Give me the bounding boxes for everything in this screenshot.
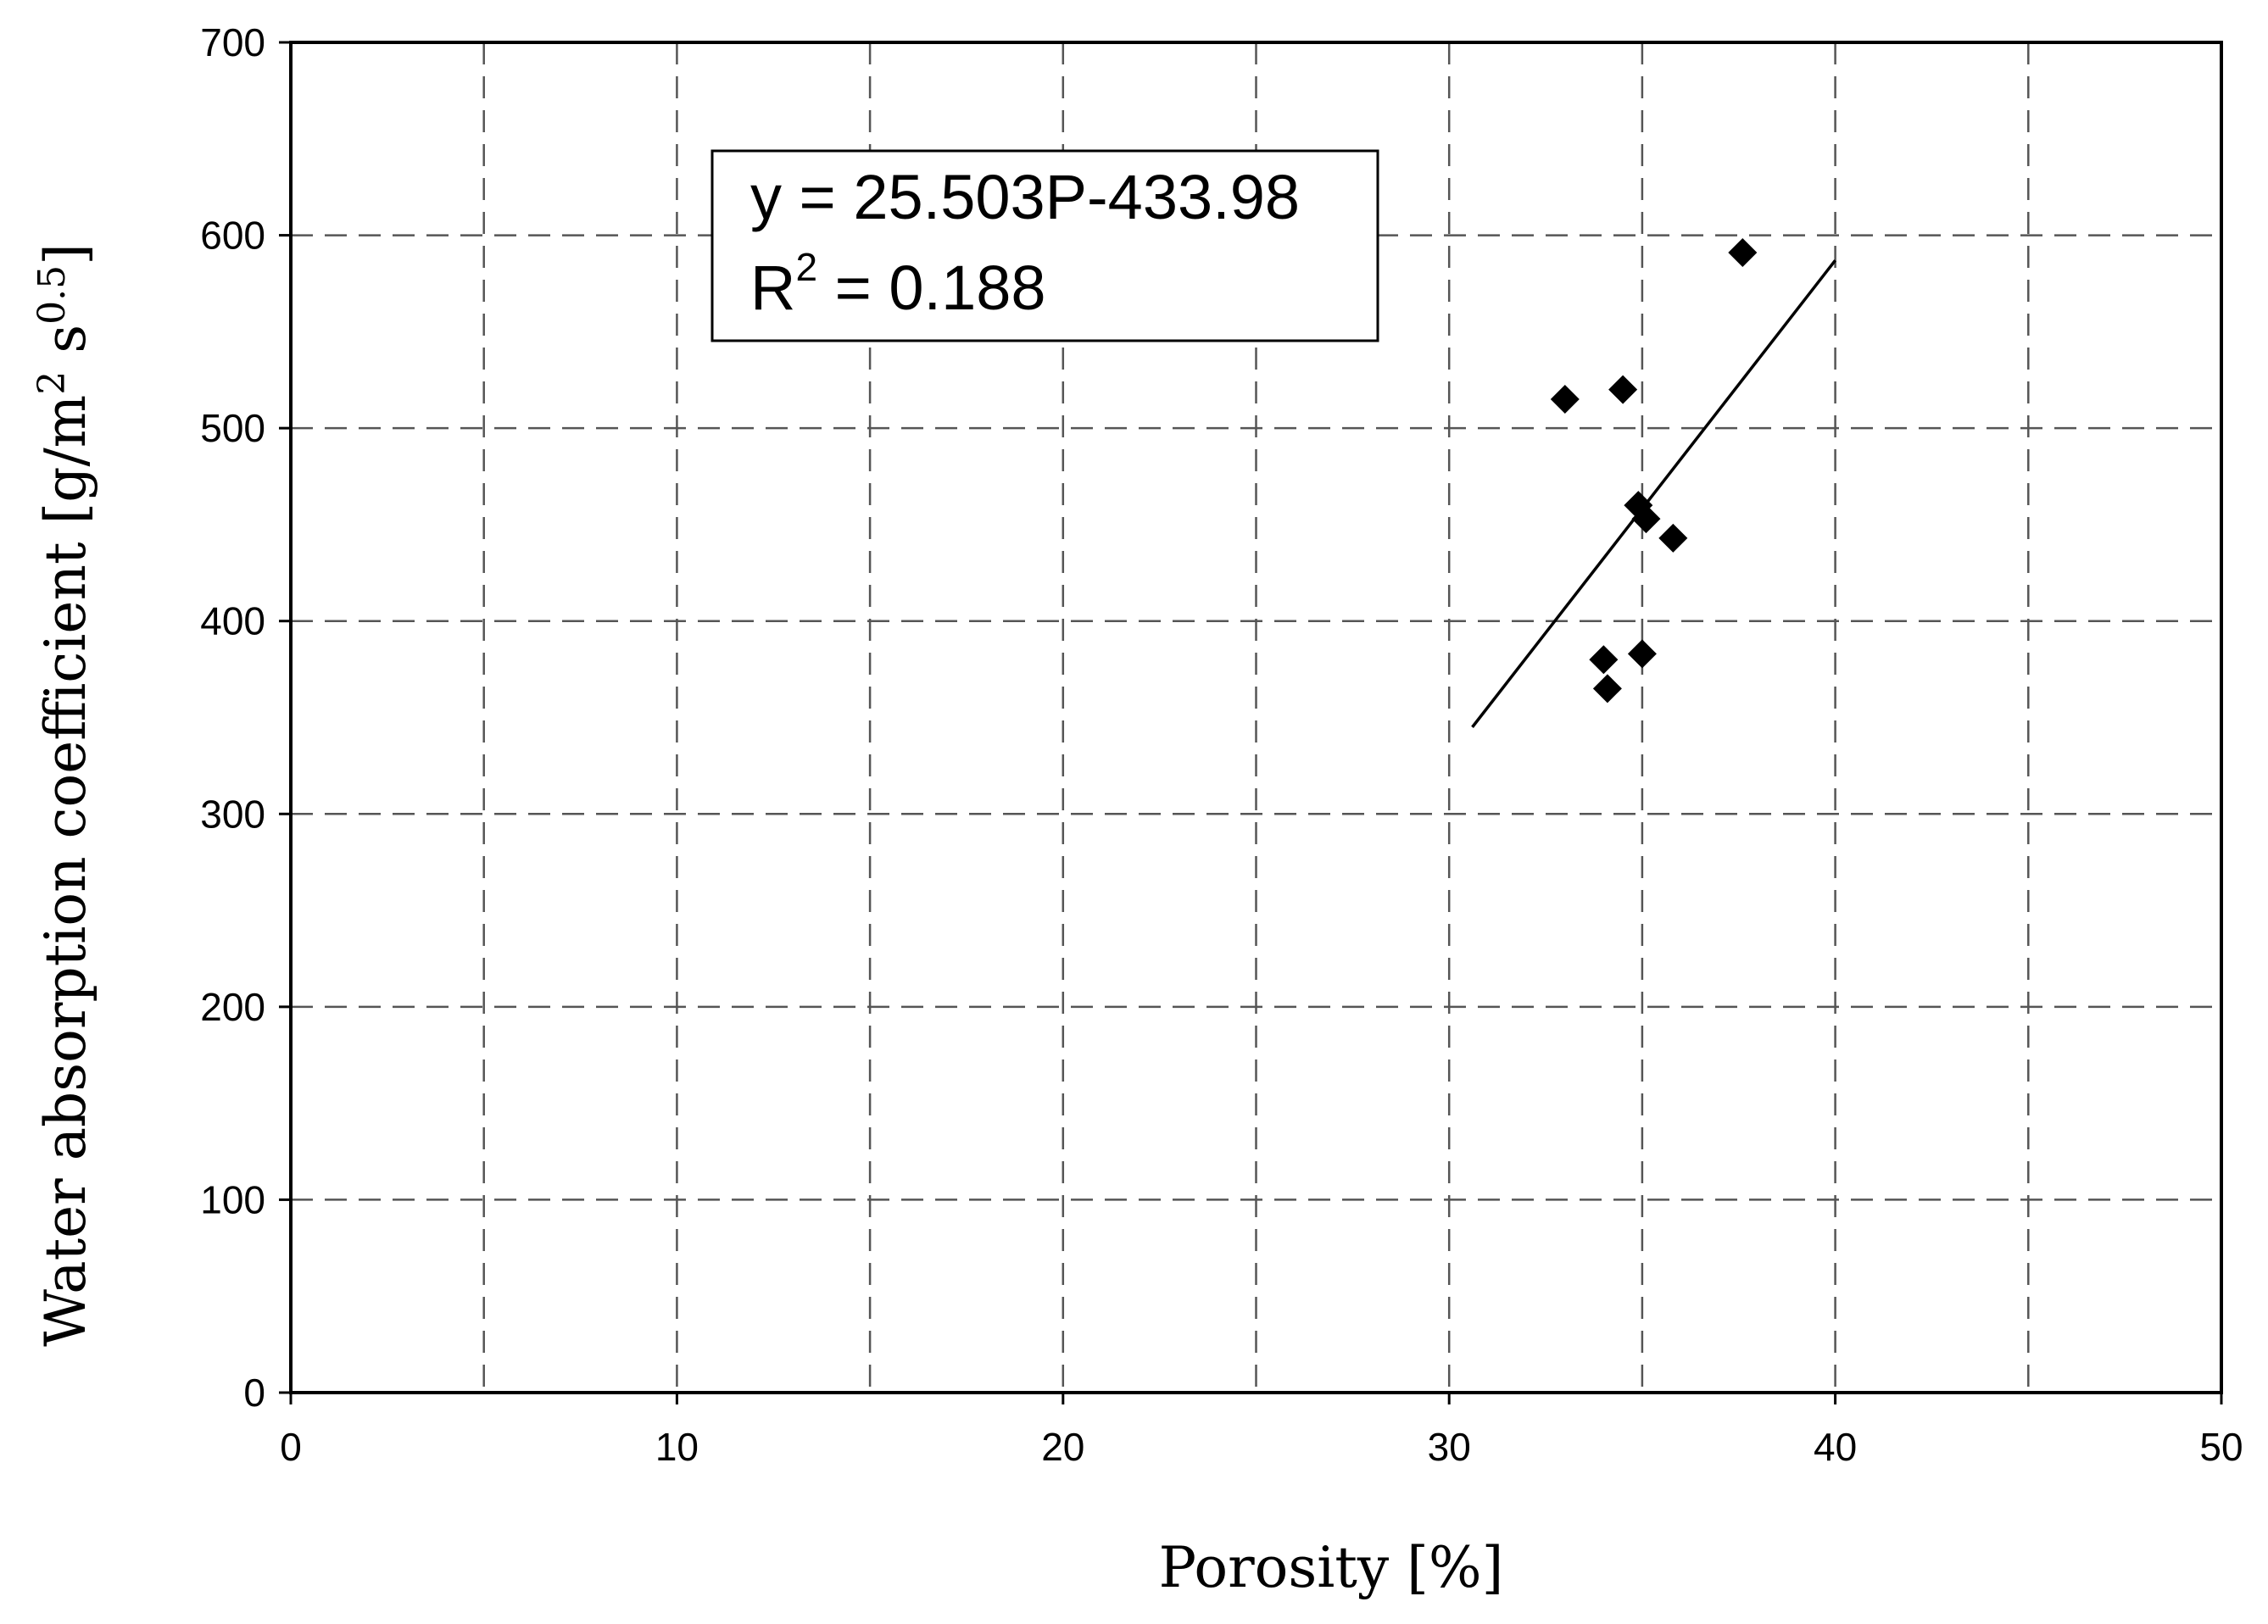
r-squared: R2 = 0.188 xyxy=(750,245,1046,323)
x-tick-label-0: 0 xyxy=(280,1425,302,1469)
y-tick-label-600: 600 xyxy=(200,214,265,258)
horizontal-gridlines xyxy=(291,234,2221,1201)
y-axis-title-sup2: 0.5 xyxy=(31,265,74,325)
trendline-layer xyxy=(1471,259,1836,728)
y-axis-title-mid: s xyxy=(33,325,98,371)
x-tick-label-20: 20 xyxy=(1041,1425,1084,1469)
plot-frame xyxy=(289,41,2223,1394)
annotation-box xyxy=(710,149,1379,342)
data-point-5 xyxy=(1658,523,1688,553)
data-point-9 xyxy=(1728,238,1758,268)
y-axis-title: Water absorption coefficient [g/m2 s0.5] xyxy=(31,243,98,1347)
data-point-2 xyxy=(1608,375,1638,404)
y-axis-title-prefix: Water absorption coefficient [g/m xyxy=(33,395,98,1347)
x-tick-labels: 0 10 20 30 40 50 xyxy=(280,1393,2243,1469)
r-squared-label: R xyxy=(750,253,795,323)
x-tick-label-10: 10 xyxy=(655,1425,699,1469)
y-axis-title-suffix: ] xyxy=(33,243,98,265)
y-tick-label-700: 700 xyxy=(200,20,265,64)
x-axis-title: Porosity [%] xyxy=(1159,1535,1504,1600)
y-axis-title-sup1: 2 xyxy=(31,371,74,395)
y-tick-label-500: 500 xyxy=(200,406,265,450)
data-point-7 xyxy=(1592,674,1622,704)
y-tick-label-200: 200 xyxy=(200,985,265,1029)
data-point-6 xyxy=(1589,645,1619,675)
y-tick-label-300: 300 xyxy=(200,792,265,836)
data-point-8 xyxy=(1627,639,1657,669)
regression-equation: y = 25.503P-433.98 xyxy=(750,162,1300,232)
regression-annotation: y = 25.503P-433.98 R2 = 0.188 xyxy=(710,149,1379,342)
r-squared-superscript: 2 xyxy=(795,245,817,289)
y-tick-label-0: 0 xyxy=(243,1371,265,1415)
data-point-4 xyxy=(1631,504,1661,534)
y-tick-label-100: 100 xyxy=(200,1177,265,1221)
x-tick-label-50: 50 xyxy=(2199,1425,2243,1469)
y-tick-labels: 0 100 200 300 400 500 600 700 xyxy=(200,20,291,1415)
x-tick-label-40: 40 xyxy=(1814,1425,1857,1469)
r-squared-value: = 0.188 xyxy=(817,253,1046,323)
y-tick-label-400: 400 xyxy=(200,599,265,643)
x-tick-label-30: 30 xyxy=(1428,1425,1471,1469)
data-points xyxy=(1550,238,1758,704)
data-point-1 xyxy=(1550,385,1580,414)
trendline xyxy=(1471,259,1836,728)
